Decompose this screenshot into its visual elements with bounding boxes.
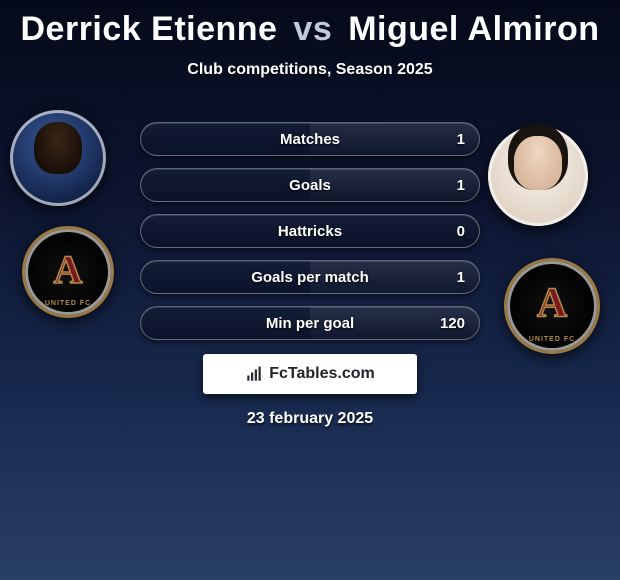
vs-text: vs (293, 10, 332, 48)
stat-row: Goals per match1 (140, 260, 480, 294)
club-logo-letter: A (537, 280, 567, 328)
club-logo-letter: A (54, 246, 83, 293)
club-logo-sub: UNITED FC (507, 336, 597, 343)
date-text: 23 february 2025 (0, 410, 620, 428)
player1-avatar (10, 110, 106, 206)
chart-icon (245, 365, 263, 383)
stat-label: Hattricks (141, 215, 479, 247)
stat-value-right: 1 (443, 123, 479, 155)
stat-row: Min per goal120 (140, 306, 480, 340)
stat-row: Goals1 (140, 168, 480, 202)
player1-name: Derrick Etienne (21, 10, 278, 48)
stat-row: Hattricks0 (140, 214, 480, 248)
player2-club-logo: A UNITED FC (504, 258, 600, 354)
stat-value-right: 1 (443, 169, 479, 201)
stats-container: Matches1Goals1Hattricks0Goals per match1… (140, 122, 480, 352)
club-logo-sub: UNITED FC (25, 300, 111, 307)
stat-value-right: 120 (426, 307, 479, 339)
player1-club-logo: A UNITED FC (22, 226, 114, 318)
player2-name: Miguel Almiron (348, 10, 599, 48)
player2-avatar (488, 126, 588, 226)
branding-text: FcTables.com (269, 365, 375, 383)
stat-row: Matches1 (140, 122, 480, 156)
branding-badge: FcTables.com (203, 354, 417, 394)
stat-value-right: 1 (443, 261, 479, 293)
stat-label: Goals (141, 169, 479, 201)
stat-value-right: 0 (443, 215, 479, 247)
stat-label: Goals per match (141, 261, 479, 293)
stat-label: Matches (141, 123, 479, 155)
subtitle: Club competitions, Season 2025 (0, 61, 620, 79)
page-title: Derrick Etienne vs Miguel Almiron (0, 0, 620, 49)
